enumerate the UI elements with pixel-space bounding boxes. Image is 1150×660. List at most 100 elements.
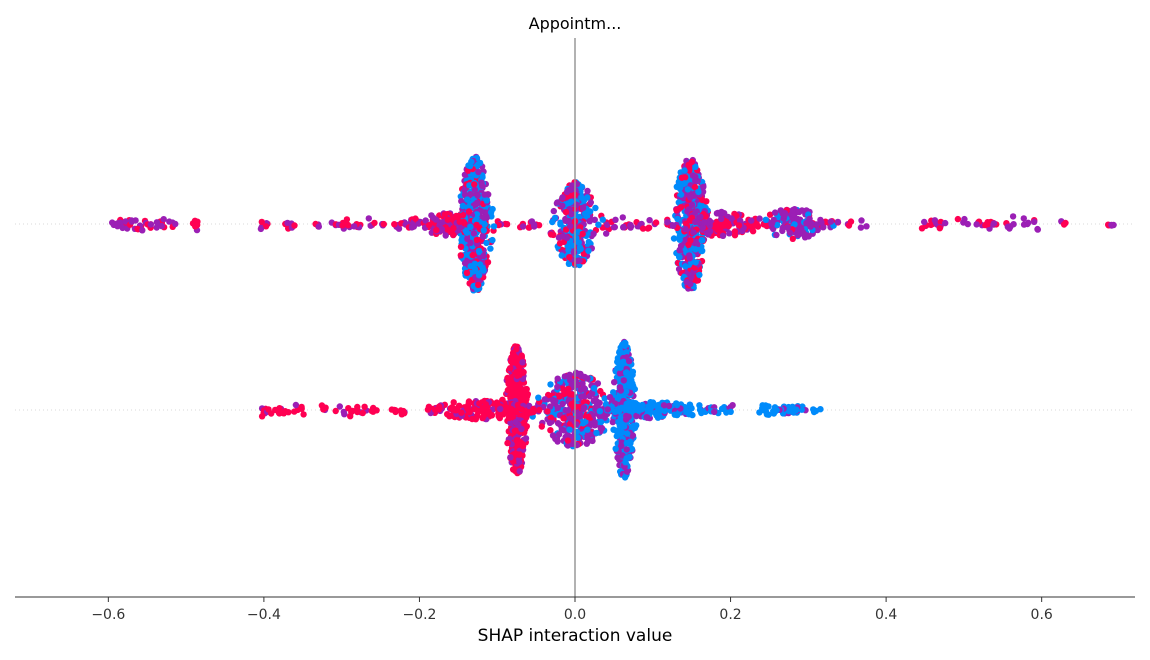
data-point — [391, 221, 398, 228]
data-point — [166, 218, 173, 225]
data-point — [457, 252, 464, 259]
data-point — [616, 370, 624, 377]
data-point — [475, 168, 482, 176]
data-point — [729, 402, 736, 409]
data-point — [257, 225, 265, 233]
data-point — [705, 231, 712, 238]
data-point — [599, 216, 606, 223]
data-point — [471, 186, 479, 194]
data-point — [564, 407, 572, 414]
data-point — [466, 182, 473, 189]
data-point — [139, 227, 146, 234]
data-point — [597, 418, 605, 426]
data-point — [347, 413, 354, 420]
data-point — [484, 259, 492, 266]
data-point — [457, 243, 465, 250]
data-point — [424, 406, 432, 413]
data-point — [559, 400, 566, 408]
data-point — [682, 225, 689, 233]
data-point — [677, 191, 685, 198]
data-point — [582, 418, 589, 425]
data-point — [410, 223, 417, 230]
data-point — [508, 389, 515, 396]
data-point — [546, 403, 554, 410]
x-axis-title: SHAP interaction value — [478, 626, 673, 646]
data-point — [365, 215, 372, 222]
data-point — [368, 407, 375, 414]
data-point — [444, 216, 451, 223]
data-point — [475, 247, 483, 255]
data-point — [857, 224, 865, 231]
data-point — [462, 227, 469, 234]
data-point — [593, 402, 600, 409]
data-point — [595, 221, 602, 228]
data-point — [518, 425, 525, 433]
data-point — [921, 218, 928, 226]
data-point — [620, 377, 627, 384]
data-point — [412, 215, 419, 222]
data-point — [565, 217, 573, 225]
data-point — [160, 216, 167, 223]
data-point — [779, 225, 786, 232]
data-point — [351, 223, 358, 230]
data-point — [473, 211, 481, 218]
data-point — [817, 406, 824, 413]
data-point — [507, 454, 514, 461]
data-point — [558, 426, 565, 433]
data-point — [771, 209, 779, 216]
data-point — [760, 406, 767, 414]
data-point — [1031, 218, 1038, 225]
data-point — [612, 445, 619, 452]
data-point — [664, 219, 671, 226]
data-point — [652, 219, 660, 226]
data-point — [687, 194, 694, 201]
data-point — [547, 231, 555, 238]
data-point — [604, 406, 611, 413]
data-point — [674, 215, 681, 223]
data-point — [793, 406, 800, 413]
data-point — [575, 239, 582, 246]
data-point — [258, 413, 266, 420]
data-point — [574, 257, 581, 264]
data-point — [566, 376, 574, 384]
data-point — [441, 211, 449, 218]
data-point — [153, 224, 160, 231]
data-point — [538, 423, 545, 430]
data-point — [584, 426, 591, 433]
data-point — [354, 403, 361, 411]
data-point — [458, 198, 465, 205]
data-point — [626, 380, 633, 387]
data-point — [536, 406, 543, 414]
data-point — [487, 209, 495, 216]
data-point — [426, 222, 433, 229]
data-point — [513, 389, 520, 397]
data-point — [562, 226, 570, 233]
data-point — [671, 411, 678, 418]
data-point — [589, 437, 596, 445]
data-point — [465, 208, 473, 215]
data-point — [676, 254, 683, 261]
data-point — [450, 225, 457, 232]
data-point — [669, 222, 677, 229]
data-point — [619, 214, 626, 221]
data-point — [1025, 219, 1032, 226]
data-point — [546, 419, 554, 426]
data-point — [714, 226, 721, 233]
data-point — [336, 403, 343, 410]
data-point — [516, 383, 523, 390]
data-point — [645, 406, 652, 413]
data-point — [577, 245, 584, 253]
data-point — [456, 218, 463, 225]
data-point — [554, 420, 562, 427]
data-point — [696, 271, 703, 279]
data-point — [442, 232, 449, 239]
data-point — [586, 393, 593, 400]
data-point — [594, 380, 602, 387]
data-point — [691, 183, 699, 191]
data-point — [470, 230, 478, 237]
data-point — [625, 413, 632, 420]
data-point — [480, 412, 487, 419]
data-point — [474, 192, 481, 199]
data-point — [700, 183, 707, 191]
